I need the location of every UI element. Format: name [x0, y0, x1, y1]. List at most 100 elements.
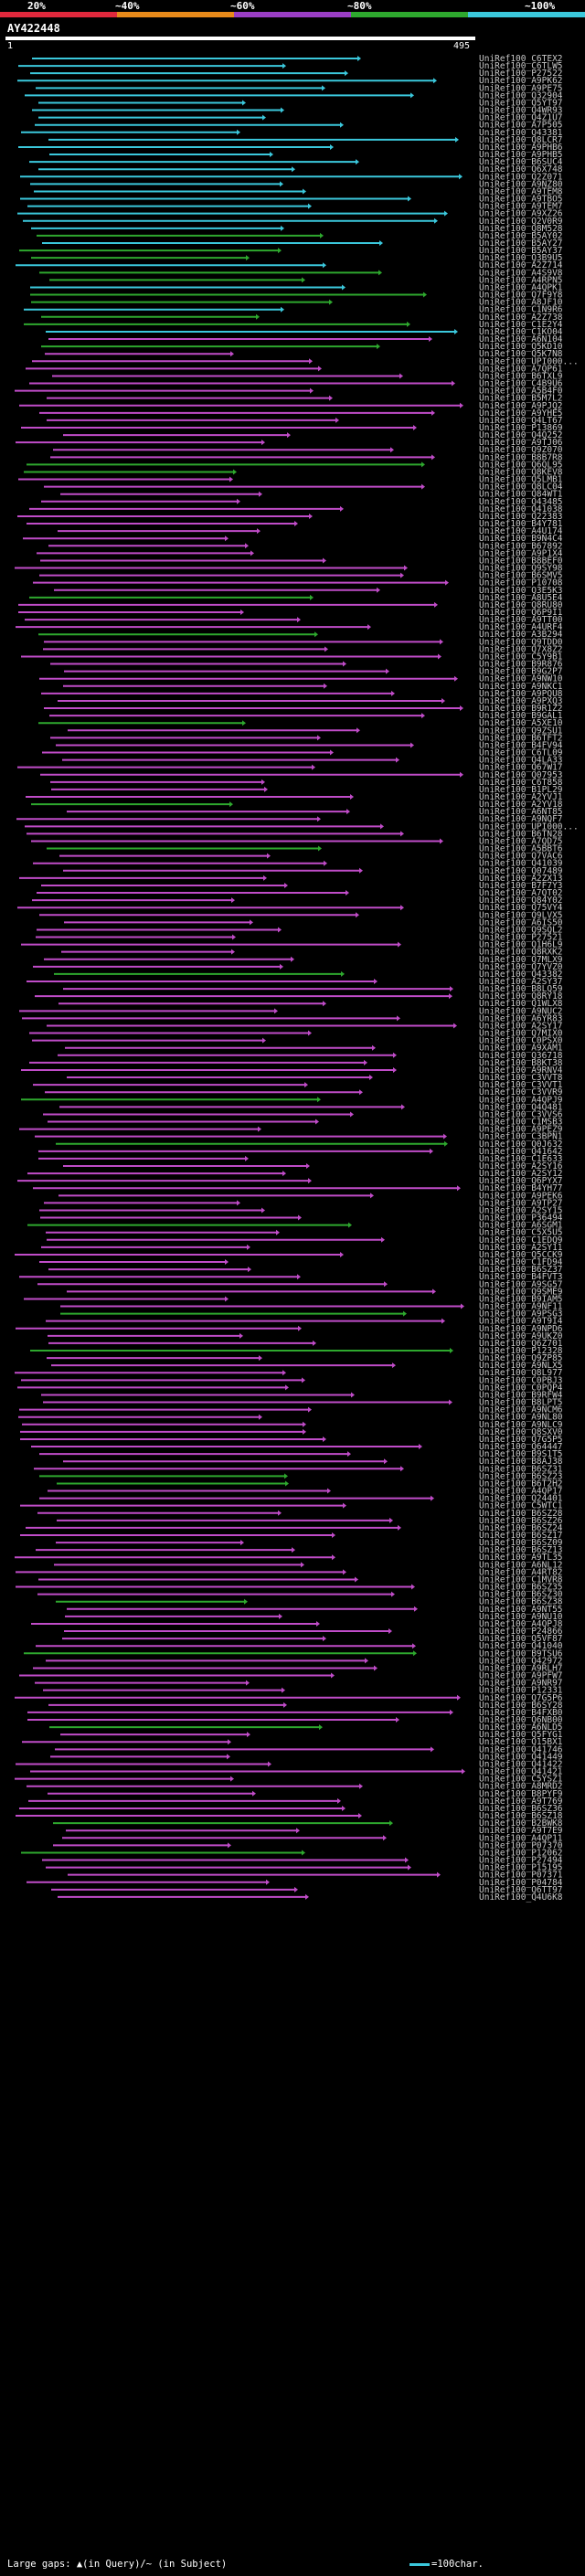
hit-label[interactable]: UniRef100_P15195: [479, 1863, 563, 1873]
hit-label[interactable]: UniRef100_P13869: [479, 423, 563, 433]
hit-label[interactable]: UniRef100_A7QP61: [479, 364, 563, 374]
hit-label[interactable]: UniRef100_Q36718: [479, 1051, 563, 1061]
hit-label[interactable]: UniRef100_P12331: [479, 1686, 563, 1696]
hit-label[interactable]: UniRef100_A7QT02: [479, 888, 563, 898]
hit-label[interactable]: UniRef100_Q2V0R9: [479, 217, 563, 227]
hit-label[interactable]: UniRef100_Q8L977: [479, 1368, 563, 1378]
hit-label[interactable]: UniRef100_Q84Y02: [479, 896, 563, 906]
hit-label[interactable]: UniRef100_C1EDQ9: [479, 1235, 563, 1246]
hit-label[interactable]: UniRef100_C1FD94: [479, 1257, 563, 1267]
hit-label[interactable]: UniRef100_P04784: [479, 1878, 563, 1888]
hit-label[interactable]: UniRef100_Q9SY98: [479, 564, 563, 574]
hit-label[interactable]: UniRef100_A9TBO5: [479, 195, 563, 205]
hit-label[interactable]: UniRef100_B9S1T5: [479, 1449, 563, 1459]
hit-label[interactable]: UniRef100_B9R1Z2: [479, 704, 563, 714]
hit-label[interactable]: UniRef100_B6SY28: [479, 1701, 563, 1711]
hit-label[interactable]: UniRef100_C1E633: [479, 1154, 563, 1164]
hit-label[interactable]: UniRef100_B8LPT5: [479, 1398, 563, 1408]
hit-label[interactable]: UniRef100_Q9ZP85: [479, 1353, 563, 1363]
hit-label[interactable]: UniRef100_Q9TDD0: [479, 637, 563, 647]
hit-label[interactable]: UniRef100_Q7VAC6: [479, 852, 563, 862]
hit-label[interactable]: UniRef100_Q5FYG1: [479, 1730, 563, 1740]
hit-label[interactable]: UniRef100_A9NCM6: [479, 1405, 563, 1415]
hit-label[interactable]: UniRef100_B8LQ59: [479, 984, 563, 994]
hit-label[interactable]: UniRef100_A2SY11: [479, 1243, 563, 1253]
hit-label[interactable]: UniRef100_B6SZ36: [479, 1804, 563, 1814]
hit-label[interactable]: UniRef100_C4B9U6: [479, 379, 563, 389]
hit-label[interactable]: UniRef100_A8JF10: [479, 298, 563, 308]
hit-label[interactable]: UniRef100_A9PXQ3: [479, 696, 563, 706]
hit-label[interactable]: UniRef100_A6YR83: [479, 1013, 563, 1023]
hit-label[interactable]: UniRef100_B67892: [479, 541, 563, 551]
hit-label[interactable]: UniRef100_Q8RU80: [479, 600, 563, 610]
hit-label[interactable]: UniRef100_A9PEZ9: [479, 1125, 563, 1135]
hit-label[interactable]: UniRef100_A6IS50: [479, 917, 563, 928]
hit-label[interactable]: UniRef100_A2SY17: [479, 1021, 563, 1031]
hit-label[interactable]: UniRef100_B5M7L2: [479, 394, 563, 404]
hit-label[interactable]: UniRef100_Q41642: [479, 1147, 563, 1157]
hit-label[interactable]: UniRef100_B6SZ26: [479, 1516, 563, 1526]
hit-label[interactable]: UniRef100_A9SG57: [479, 1279, 563, 1289]
hit-label[interactable]: UniRef100_B1PL29: [479, 785, 563, 795]
hit-label[interactable]: UniRef100_C6T858: [479, 778, 563, 788]
hit-label[interactable]: UniRef100_B4FV94: [479, 740, 563, 750]
hit-label[interactable]: UniRef100_P36494: [479, 1214, 563, 1224]
hit-label[interactable]: UniRef100_Q6QL95: [479, 460, 563, 470]
hit-label[interactable]: UniRef100_Q4U6K8: [479, 1892, 563, 1903]
hit-label[interactable]: UniRef100_B8KT38: [479, 1058, 563, 1068]
hit-label[interactable]: UniRef100_A6NL12: [479, 1560, 563, 1570]
hit-label[interactable]: UniRef100_B4YH77: [479, 1183, 563, 1193]
hit-label[interactable]: UniRef100_Q7F9Y8: [479, 291, 563, 301]
hit-label[interactable]: UniRef100_A9NW10: [479, 674, 563, 684]
hit-label[interactable]: UniRef100_A2Z738: [479, 313, 563, 323]
hit-label[interactable]: UniRef100_B9R876: [479, 660, 563, 670]
hit-label[interactable]: UniRef100_C5WTC1: [479, 1501, 563, 1511]
hit-label[interactable]: UniRef100_A9NU10: [479, 1612, 563, 1622]
hit-label[interactable]: UniRef100_B8B7R8: [479, 452, 563, 462]
hit-label[interactable]: UniRef100_A4URF4: [479, 622, 563, 632]
hit-label[interactable]: UniRef100_A9P1X4: [479, 548, 563, 558]
hit-label[interactable]: UniRef100_A4QPJ9: [479, 1095, 563, 1105]
hit-label[interactable]: UniRef100_B5AY02: [479, 231, 563, 241]
hit-label[interactable]: UniRef100_UPI000...: [479, 822, 579, 832]
hit-label[interactable]: UniRef100_A9T7E9: [479, 1826, 563, 1836]
hit-label[interactable]: UniRef100_A9NLC9: [479, 1420, 563, 1430]
hit-label[interactable]: UniRef100_B6SZ30: [479, 1590, 563, 1600]
hit-label[interactable]: UniRef100_A7QD75: [479, 836, 563, 846]
hit-label[interactable]: UniRef100_A9RLH7: [479, 1663, 563, 1673]
hit-label[interactable]: UniRef100_Q9LVX5: [479, 910, 563, 920]
hit-label[interactable]: UniRef100_A4QPK1: [479, 282, 563, 292]
hit-label[interactable]: UniRef100_B6TFT2: [479, 733, 563, 743]
hit-label[interactable]: UniRef100_B6SZ13: [479, 1545, 563, 1555]
hit-label[interactable]: UniRef100_Q6P9I1: [479, 608, 563, 618]
hit-label[interactable]: UniRef100_Q7MIX0: [479, 1029, 563, 1039]
hit-label[interactable]: UniRef100_Q3E5K3: [479, 586, 563, 596]
hit-label[interactable]: UniRef100_Q7X8Z2: [479, 644, 563, 654]
hit-label[interactable]: UniRef100_A2SY16: [479, 1161, 563, 1171]
hit-label[interactable]: UniRef100_Q43381: [479, 128, 563, 138]
hit-label[interactable]: UniRef100_A9PHB6: [479, 143, 563, 153]
hit-label[interactable]: UniRef100_Q9Z070: [479, 445, 563, 455]
hit-label[interactable]: UniRef100_P27521: [479, 933, 563, 943]
hit-label[interactable]: UniRef100_Q6X748: [479, 164, 563, 175]
hit-label[interactable]: UniRef100_B9RFW4: [479, 1390, 563, 1400]
hit-label[interactable]: UniRef100_A9T9I4: [479, 1317, 563, 1327]
hit-label[interactable]: UniRef100_Q15BX1: [479, 1737, 563, 1747]
hit-label[interactable]: UniRef100_Q22383: [479, 512, 563, 522]
hit-label[interactable]: UniRef100_Q43485: [479, 497, 563, 507]
hit-label[interactable]: UniRef100_P07370: [479, 1840, 563, 1850]
hit-label[interactable]: UniRef100_B6SZ35: [479, 1583, 563, 1593]
hit-label[interactable]: UniRef100_A2Z714: [479, 260, 563, 270]
hit-label[interactable]: UniRef100_A4S9V8: [479, 268, 563, 278]
hit-label[interactable]: UniRef100_Q9SME9: [479, 1287, 563, 1297]
hit-label[interactable]: UniRef100_Q6NB00: [479, 1715, 563, 1725]
hit-label[interactable]: UniRef100_A9PE75: [479, 83, 563, 93]
hit-label[interactable]: UniRef100_A9NLX5: [479, 1361, 563, 1371]
hit-label[interactable]: UniRef100_Q8RY18: [479, 991, 563, 1002]
hit-label[interactable]: UniRef100_C1N9R6: [479, 305, 563, 315]
hit-label[interactable]: UniRef100_B9N4C4: [479, 534, 563, 544]
hit-label[interactable]: UniRef100_A9NL80: [479, 1413, 563, 1423]
hit-label[interactable]: UniRef100_B9GAL1: [479, 711, 563, 721]
hit-label[interactable]: UniRef100_Q5YT97: [479, 98, 563, 108]
hit-label[interactable]: UniRef100_Q1H6L9: [479, 940, 563, 950]
